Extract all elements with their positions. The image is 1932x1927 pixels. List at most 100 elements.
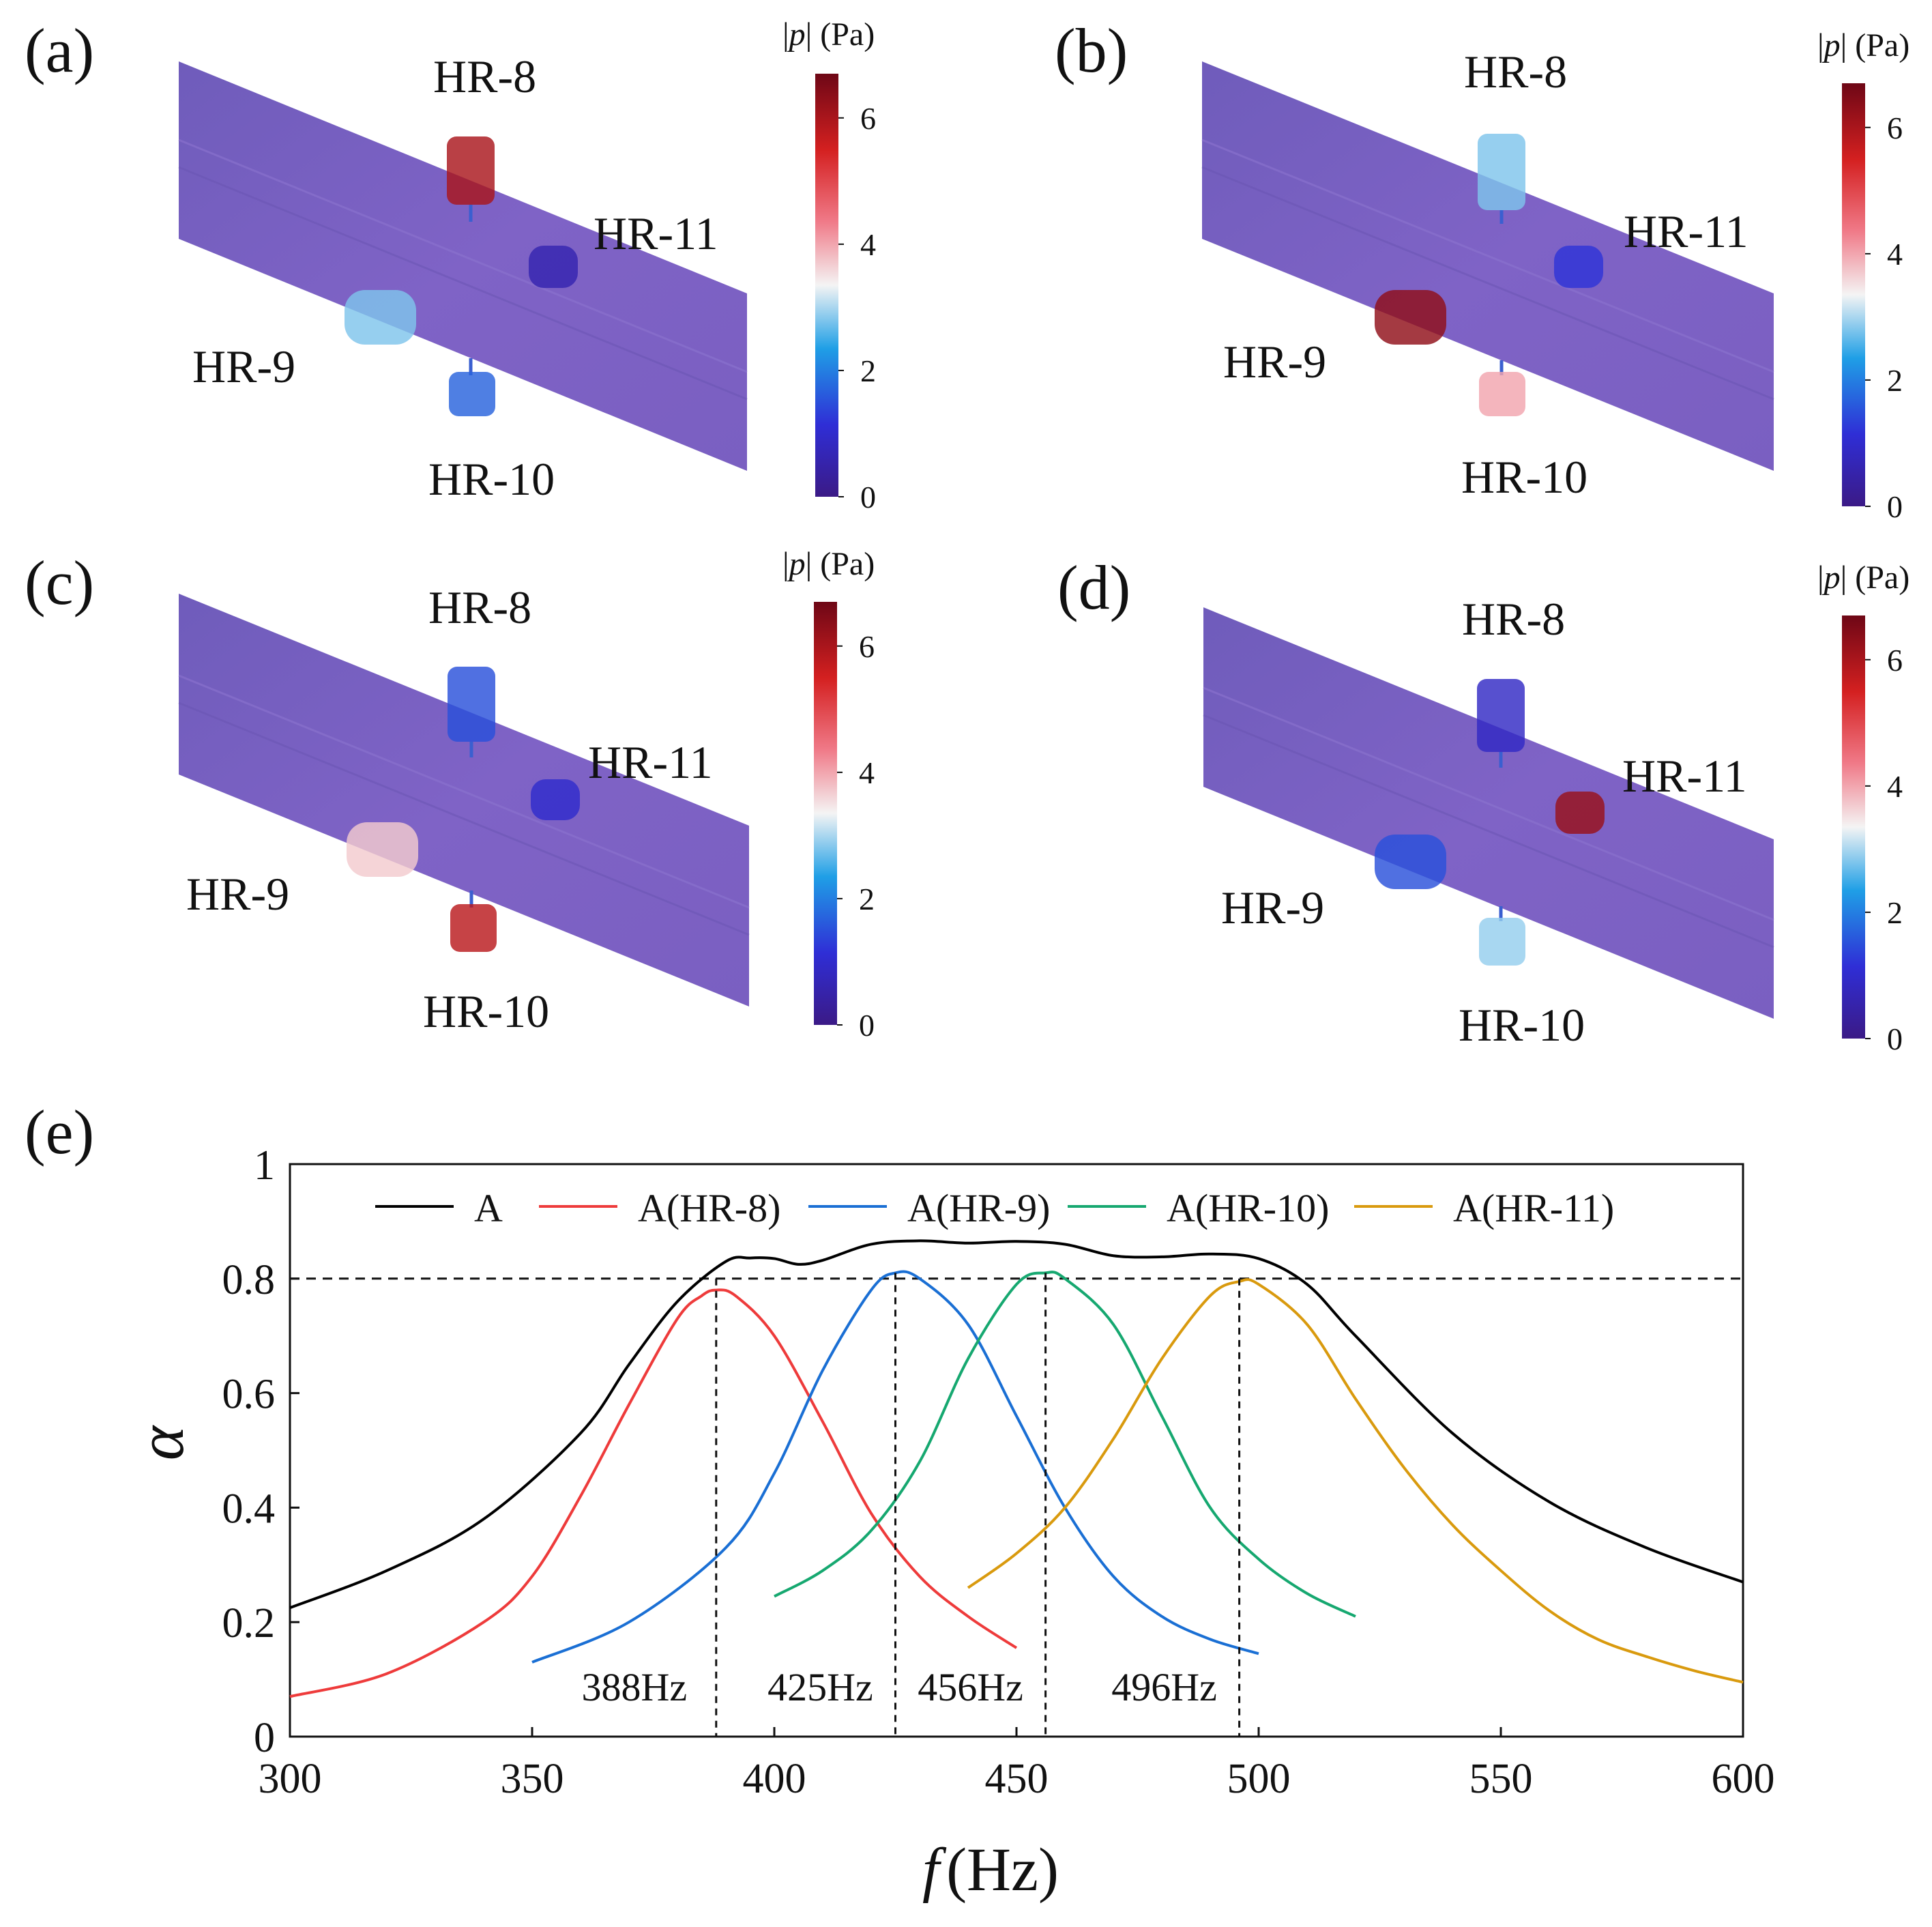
hr-9-label: HR-9 — [186, 868, 289, 920]
colorbar-gradient — [815, 74, 838, 497]
resonator-hr-9: HR-9 — [1221, 835, 1446, 933]
colorbar: |p| (Pa) 0 2 4 6 — [782, 546, 875, 1043]
hr-9-label: HR-9 — [1221, 882, 1324, 933]
colorbar-tick-label: 2 — [859, 882, 875, 916]
colorbar-gradient — [814, 602, 837, 1025]
x-tick-label: 450 — [985, 1756, 1049, 1802]
colorbar-tick-label: 6 — [859, 629, 875, 664]
x-tick-label: 350 — [501, 1756, 564, 1802]
series-line-ahr-9 — [531, 1270, 1259, 1664]
colorbar-title: |p| (Pa) — [1817, 560, 1909, 596]
y-tick-label: 0 — [254, 1715, 275, 1761]
colorbar-tick-label: 4 — [1887, 237, 1903, 272]
legend-label: A(HR-8) — [638, 1186, 780, 1230]
colorbar-tick-label: 4 — [1887, 769, 1903, 804]
hr-11-label: HR-11 — [588, 736, 713, 788]
hr-11-cylinder — [1554, 246, 1603, 288]
resonator-hr-9: HR-9 — [186, 822, 418, 920]
y-tick-label: 0.8 — [222, 1257, 276, 1303]
resonator-hr-10: HR-10 — [423, 890, 549, 1037]
colorbar-tick-label: 6 — [1887, 643, 1903, 678]
resonator-hr-8: HR-8 — [433, 50, 536, 222]
series-line-a — [289, 1239, 1744, 1610]
resonator-hr-11: HR-11 — [529, 207, 718, 288]
resonator-hr-9: HR-9 — [1223, 290, 1446, 388]
hr-9-cylinder — [1375, 835, 1446, 889]
hr-11-cylinder — [531, 779, 580, 820]
colorbar-tick-label: 0 — [1887, 1022, 1903, 1056]
colorbar-tick-label: 2 — [860, 353, 876, 388]
x-tick-label: 300 — [259, 1756, 322, 1802]
hr-8-cylinder — [1477, 679, 1525, 752]
panel-label: (e) — [25, 1097, 94, 1167]
hr-9-label: HR-9 — [1223, 336, 1326, 388]
panel-d: (d) HR-8 HR-11 HR-9 HR-10 |p| (Pa) 0 2 4 6 — [1057, 553, 1909, 1056]
x-tick-label: 400 — [743, 1756, 806, 1802]
peak-label: 425Hz — [767, 1665, 873, 1709]
peak-label: 388Hz — [581, 1665, 687, 1709]
panel-a: (a) HR-8 HR-11 HR-9 HR-10 |p| (Pa) 0 2 4 6 — [25, 16, 876, 515]
x-tick-label: 550 — [1469, 1756, 1533, 1802]
hr-11-label: HR-11 — [1624, 205, 1748, 257]
hr-10-cylinder — [450, 904, 497, 952]
colorbar-title: |p| (Pa) — [1817, 27, 1909, 63]
waveguide-slab — [178, 594, 750, 1006]
colorbar-gradient — [1842, 83, 1865, 506]
x-tick-label: 500 — [1227, 1756, 1291, 1802]
hr-10-cylinder — [449, 372, 495, 416]
hr-9-label: HR-9 — [192, 341, 295, 392]
absorption-chart: 300 350 400 450 500 550 600 0 0.2 0.4 0.6 0.8 1 388Hz… — [222, 1142, 1775, 1802]
resonator-hr-8: HR-8 — [428, 581, 531, 757]
hr-10-label: HR-10 — [428, 453, 555, 505]
colorbar-title: |p| (Pa) — [782, 546, 875, 582]
hr-8-label: HR-8 — [428, 581, 531, 633]
waveguide-slab — [1201, 61, 1774, 471]
hr-11-label: HR-11 — [1622, 750, 1747, 802]
hr-10-label: HR-10 — [423, 985, 549, 1037]
hr-8-cylinder — [448, 667, 495, 742]
peak-label: 456Hz — [918, 1665, 1023, 1709]
resonator-hr-10: HR-10 — [1461, 360, 1587, 503]
panel-e: (e) 300 350 400 450 500 550 60000.20.40.60.813… — [25, 1097, 1775, 1904]
waveguide-slab — [178, 61, 748, 471]
hr-10-cylinder — [1479, 372, 1525, 416]
hr-9-cylinder — [347, 822, 418, 877]
legend-label: A(HR-10) — [1167, 1186, 1329, 1230]
panel-label: (b) — [1055, 16, 1128, 85]
series-line-ahr-11 — [967, 1278, 1744, 1684]
y-tick-label: 1 — [254, 1142, 275, 1189]
waveguide-slab — [1203, 607, 1774, 1019]
panel-label: (d) — [1057, 553, 1130, 622]
hr-8-cylinder — [1478, 134, 1525, 210]
plot-frame — [289, 1163, 1744, 1738]
legend-label: A(HR-9) — [907, 1186, 1050, 1230]
hr-11-cylinder — [529, 246, 578, 288]
peak-label: 496Hz — [1111, 1665, 1217, 1709]
colorbar-tick-label: 6 — [1887, 111, 1903, 145]
resonator-hr-9: HR-9 — [192, 290, 416, 392]
x-tick-label: 600 — [1712, 1756, 1775, 1802]
y-tick-label: 0.6 — [222, 1372, 276, 1418]
resonator-hr-10: HR-10 — [1459, 906, 1585, 1051]
hr-11-cylinder — [1555, 792, 1605, 834]
hr-9-cylinder — [1375, 290, 1446, 345]
hr-8-label: HR-8 — [1464, 46, 1567, 98]
hr-8-cylinder — [447, 136, 495, 205]
colorbar: |p| (Pa) 0 2 4 6 — [1817, 27, 1909, 524]
series-line-ahr-8 — [289, 1288, 1018, 1698]
panel-label: (a) — [25, 16, 94, 85]
colorbar-gradient — [1842, 615, 1865, 1039]
colorbar-tick-label: 2 — [1887, 895, 1903, 930]
colorbar-title: |p| (Pa) — [782, 16, 875, 53]
legend-label: A(HR-11) — [1453, 1186, 1614, 1230]
legend-label: A — [474, 1186, 503, 1230]
hr-10-label: HR-10 — [1461, 451, 1587, 503]
hr-9-cylinder — [345, 290, 416, 345]
y-axis-label: α — [124, 1425, 197, 1460]
panel-c: (c) HR-8 HR-11 HR-9 HR-10 |p| (Pa) 0 2 4 6 — [25, 546, 875, 1043]
hr-10-label: HR-10 — [1459, 999, 1585, 1051]
series-line-ahr-10 — [774, 1271, 1356, 1618]
colorbar-tick-label: 4 — [860, 227, 876, 262]
resonator-hr-8: HR-8 — [1462, 593, 1565, 768]
